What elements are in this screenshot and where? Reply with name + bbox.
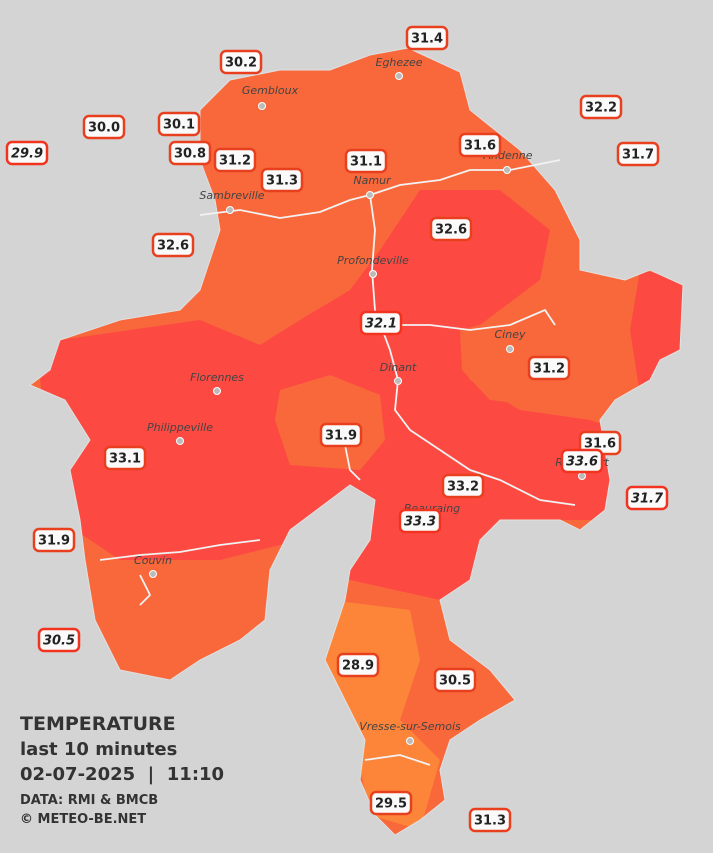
legend: TEMPERATURE last 10 minutes 02-07-2025 |…	[20, 713, 224, 827]
station-box	[405, 25, 449, 51]
town-name: Profondeville	[337, 254, 409, 267]
station-value: 33.1	[109, 452, 141, 467]
legend-title: TEMPERATURE	[20, 713, 176, 735]
legend-subtitle: last 10 minutes	[20, 739, 177, 760]
station-box	[32, 527, 76, 553]
town-dot	[394, 377, 402, 385]
station-value: 30.1	[163, 118, 195, 133]
station-box	[359, 310, 403, 336]
station-value: 28.9	[342, 659, 374, 674]
station-box	[82, 114, 126, 140]
legend-source: DATA: RMI & BMCB	[20, 793, 158, 808]
town-dot	[213, 387, 221, 395]
station-value: 32.6	[435, 223, 467, 238]
station-box	[168, 140, 212, 166]
town-dot	[369, 270, 377, 278]
town-name: Namur	[353, 174, 392, 187]
town-name: Eghezee	[376, 56, 423, 69]
town-name: Florennes	[190, 371, 244, 384]
station-value: 32.6	[157, 239, 189, 254]
station-box	[458, 132, 502, 158]
station-value: 33.3	[404, 515, 436, 530]
station-box	[157, 111, 201, 137]
station-box	[151, 232, 195, 258]
station-value: 30.2	[225, 56, 257, 71]
station-value: 33.6	[566, 455, 598, 470]
town-name: Philippeville	[147, 421, 213, 434]
town-dot	[176, 437, 184, 445]
station-box	[527, 355, 571, 381]
station-value: 31.9	[325, 429, 357, 444]
town-dot	[506, 345, 514, 353]
station-value: 30.5	[43, 634, 75, 649]
station-value: 33.2	[447, 480, 479, 495]
station-value: 29.5	[375, 797, 407, 812]
station-box	[5, 140, 49, 166]
town-dot	[395, 72, 403, 80]
town-name: Couvin	[134, 554, 172, 567]
station-box	[260, 167, 304, 193]
station-value: 31.9	[38, 534, 70, 549]
station-value: 30.8	[174, 147, 206, 162]
station-box	[319, 422, 363, 448]
station-box	[433, 667, 477, 693]
town-dot	[149, 570, 157, 578]
station-value: 32.1	[365, 317, 397, 332]
station-value: 29.9	[11, 147, 43, 162]
station-box	[344, 148, 388, 174]
station-value: 31.3	[266, 174, 298, 189]
station-box	[616, 141, 660, 167]
station-value: 31.4	[411, 32, 443, 47]
legend-copyright: © METEO-BE.NET	[20, 812, 146, 827]
station-box	[369, 790, 413, 816]
station-value: 31.1	[350, 155, 382, 170]
station-value: 31.6	[584, 437, 616, 452]
town-name: Sambreville	[199, 189, 264, 202]
station-box	[37, 627, 81, 653]
station-box	[429, 216, 473, 242]
station-value: 31.7	[622, 148, 654, 163]
station-box	[579, 94, 623, 120]
town-dot	[258, 102, 266, 110]
station-box	[468, 807, 512, 833]
station-box	[398, 508, 442, 534]
town-name: Gembloux	[242, 84, 299, 97]
station-box	[441, 473, 485, 499]
station-box	[219, 49, 263, 75]
station-box	[213, 147, 257, 173]
town-name: Vresse-sur-Semois	[359, 720, 461, 733]
station-value: 30.5	[439, 674, 471, 689]
town-dot	[503, 166, 511, 174]
station-box	[336, 652, 380, 678]
station-value: 31.2	[533, 362, 565, 377]
town-dot	[578, 472, 586, 480]
station-value: 31.2	[219, 154, 251, 169]
legend-datetime: 02-07-2025 | 11:10	[20, 764, 224, 785]
station-value: 30.0	[88, 121, 120, 136]
town-name: Dinant	[380, 361, 417, 374]
station-box	[625, 485, 669, 511]
station-box	[560, 448, 604, 474]
town-dot	[226, 206, 234, 214]
station-box	[103, 445, 147, 471]
station-value: 31.7	[631, 492, 664, 507]
town-name: Ciney	[495, 328, 526, 341]
station-value: 32.2	[585, 101, 617, 116]
town-dot	[406, 737, 414, 745]
station-value: 31.6	[464, 139, 496, 154]
stations: 31.4 30.2 32.2 30.0 30.1 29.9 31.6 31.7 30.8 31.2…	[5, 25, 669, 833]
station-value: 31.3	[474, 814, 506, 829]
town-dot	[366, 191, 374, 199]
